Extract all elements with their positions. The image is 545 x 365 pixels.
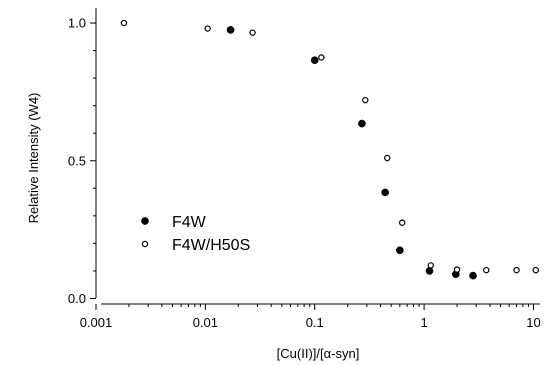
f4w-point xyxy=(358,119,366,128)
x-tick-label: 0.001 xyxy=(80,315,113,330)
y-axis-label: Relative Intensity (W4) xyxy=(26,93,41,224)
f4w-h50s-point xyxy=(204,25,211,32)
legend-marker xyxy=(141,217,149,225)
f4w-point xyxy=(395,246,404,255)
y-tick-label: 0.0 xyxy=(68,291,86,306)
x-axis-label: [Cu(II)]/[α-syn] xyxy=(277,346,360,361)
f4w-h50s-point xyxy=(398,219,406,226)
f4w-h50s-point xyxy=(120,19,128,27)
f4w-h50s-point xyxy=(483,266,490,274)
x-tick-label: 1 xyxy=(420,315,427,330)
f4w-h50s-point xyxy=(427,262,434,269)
f4w-point xyxy=(381,188,389,197)
f4w-h50s-point xyxy=(513,266,520,274)
f4w-point xyxy=(226,26,235,34)
f4w-h50s-point xyxy=(453,266,461,273)
axes xyxy=(95,8,540,305)
x-ticks: 0.001 0.01 0.1 1 10 xyxy=(80,304,541,330)
f4w-point xyxy=(469,271,477,280)
y-tick-label: 1.0 xyxy=(68,16,86,31)
f4w-h50s-point xyxy=(318,54,325,61)
y-tick-label: 0.5 xyxy=(68,153,86,168)
legend-marker xyxy=(141,240,149,248)
f4w-point xyxy=(425,267,434,275)
f4w-h50s-point xyxy=(249,29,256,36)
data-points xyxy=(120,19,539,280)
f4w-h50s-point xyxy=(362,96,369,104)
f4w-h50s-point xyxy=(384,154,391,162)
x-tick-label: 0.1 xyxy=(306,315,324,330)
legend-label: F4W xyxy=(172,214,207,231)
f4w-point xyxy=(310,56,319,65)
f4w-h50s-point xyxy=(532,266,539,274)
y-ticks: 0.0 0.5 1.0 xyxy=(68,16,96,306)
legend-label: F4W/H50S xyxy=(172,237,250,254)
x-tick-label: 10 xyxy=(526,315,540,330)
legend: F4W F4W/H50S xyxy=(141,214,250,254)
x-tick-label: 0.01 xyxy=(193,315,218,330)
